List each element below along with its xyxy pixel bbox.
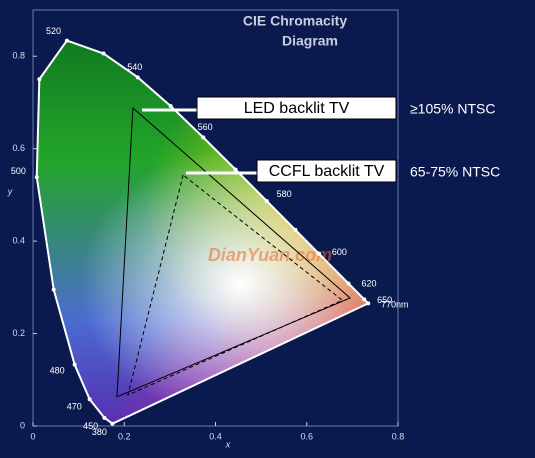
locus-point xyxy=(37,77,42,82)
wavelength-label: 470 xyxy=(67,402,82,412)
wavelength-label: 480 xyxy=(50,365,65,375)
wavelength-label: 540 xyxy=(127,62,142,72)
chart-title: CIE Chromacity xyxy=(243,13,347,29)
wavelength-label: 500 xyxy=(11,166,26,176)
locus-point xyxy=(293,227,298,232)
locus-point xyxy=(34,175,39,180)
locus-point xyxy=(346,281,351,286)
legend-box xyxy=(256,159,397,183)
locus-point xyxy=(362,297,367,302)
x-axis-label: x xyxy=(225,439,231,449)
locus-point xyxy=(101,51,106,56)
x-tick-label: 0.2 xyxy=(118,431,131,441)
locus-point xyxy=(317,251,322,256)
wavelength-label: 580 xyxy=(277,189,292,199)
locus-point xyxy=(72,362,77,367)
gamut-triangle xyxy=(127,174,344,396)
locus-point xyxy=(87,397,92,402)
x-tick-label: 0.8 xyxy=(392,431,405,441)
y-tick-label: 0.2 xyxy=(12,328,25,338)
locus-point xyxy=(64,38,69,43)
x-tick-label: 0 xyxy=(30,431,35,441)
gamut-triangle xyxy=(116,106,352,398)
coverage-label: 65-75% NTSC xyxy=(410,164,500,180)
y-tick-label: 0.4 xyxy=(12,235,25,245)
wavelength-label: 450 xyxy=(83,421,98,431)
wavelength-label: 600 xyxy=(332,247,347,257)
wavelength-label: 770nm xyxy=(381,299,409,309)
wavelength-label: 380 xyxy=(92,427,107,437)
spectral-locus xyxy=(35,39,370,425)
wavelength-label: 520 xyxy=(46,26,61,36)
wavelength-label: 560 xyxy=(198,122,213,132)
chart-title: Diagram xyxy=(282,33,338,49)
x-tick-label: 0.4 xyxy=(209,431,222,441)
watermark: DianYuan.com xyxy=(208,245,332,265)
locus-point xyxy=(110,421,115,426)
locus-point xyxy=(51,287,56,292)
locus-point xyxy=(233,167,238,172)
legend-box xyxy=(196,96,397,120)
locus-point xyxy=(135,75,140,80)
x-tick-label: 0.6 xyxy=(300,431,313,441)
y-axis-label: y xyxy=(7,186,13,196)
locus-point xyxy=(102,415,107,420)
grid xyxy=(32,55,399,427)
locus-point xyxy=(366,301,371,306)
locus-point xyxy=(201,135,206,140)
locus-point xyxy=(168,104,173,109)
wavelength-label: 620 xyxy=(361,278,376,288)
legend-label: CCFL backlit TV xyxy=(269,163,385,180)
y-tick-label: 0 xyxy=(20,420,25,430)
wavelength-label: 650 xyxy=(377,295,392,305)
y-tick-label: 0.6 xyxy=(12,143,25,153)
legend-label: LED backlit TV xyxy=(244,100,350,117)
locus-point xyxy=(264,199,269,204)
coverage-label: ≥105% NTSC xyxy=(410,101,496,117)
y-tick-label: 0.8 xyxy=(12,51,25,61)
